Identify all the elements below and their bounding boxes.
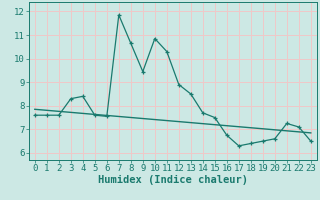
X-axis label: Humidex (Indice chaleur): Humidex (Indice chaleur) <box>98 175 248 185</box>
